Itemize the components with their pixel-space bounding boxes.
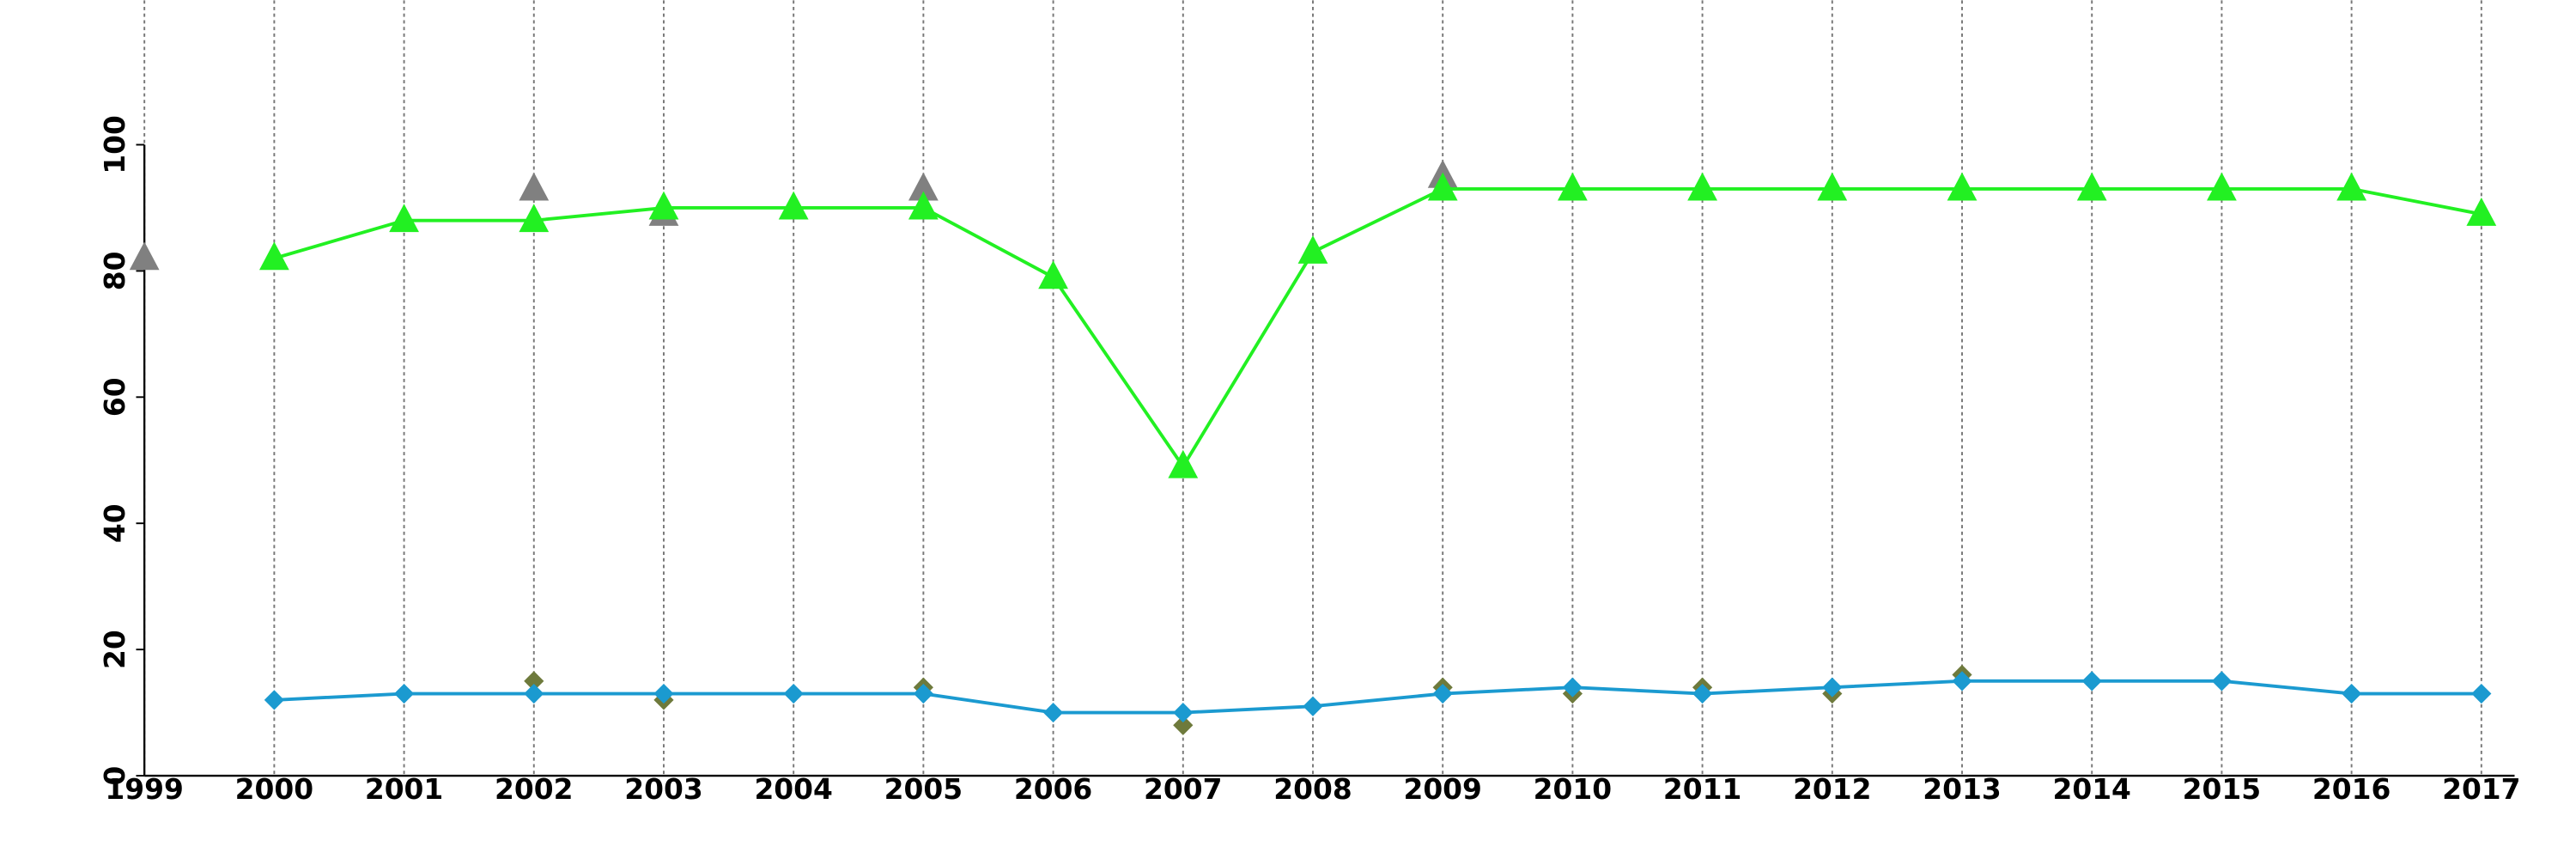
triangle-marker bbox=[2076, 172, 2107, 201]
x-tick-label: 1999 bbox=[105, 772, 183, 806]
x-tick-label: 2005 bbox=[884, 772, 963, 806]
x-tick-label: 2013 bbox=[1923, 772, 2001, 806]
triangle-marker bbox=[258, 241, 289, 271]
triangle-marker bbox=[648, 191, 679, 220]
diamond-marker bbox=[2081, 671, 2102, 691]
triangle-marker bbox=[908, 172, 939, 201]
y-tick-label: 80 bbox=[98, 252, 131, 291]
y-tick-label: 20 bbox=[98, 630, 131, 669]
x-tick-label: 2007 bbox=[1144, 772, 1222, 806]
x-tick-label: 2010 bbox=[1534, 772, 1612, 806]
triangle-marker bbox=[2336, 172, 2367, 201]
triangle-marker bbox=[1297, 235, 1328, 264]
x-tick-label: 2002 bbox=[495, 772, 573, 806]
triangle-marker bbox=[1947, 172, 1978, 201]
y-tick-label: 40 bbox=[98, 503, 131, 543]
triangle-marker bbox=[778, 191, 809, 220]
triangle-marker bbox=[1168, 449, 1199, 478]
diamond-marker bbox=[2471, 683, 2492, 704]
diamond-marker bbox=[1692, 683, 1713, 704]
diamond-marker bbox=[1952, 671, 1972, 691]
x-tick-label: 2014 bbox=[2052, 772, 2130, 806]
y-tick-label: 60 bbox=[98, 377, 131, 417]
triangle-marker bbox=[129, 241, 160, 271]
triangle-marker bbox=[519, 172, 550, 201]
triangle-marker bbox=[519, 204, 550, 233]
diamond-marker bbox=[524, 683, 544, 704]
series-line bbox=[273, 186, 2482, 470]
x-tick-label: 2016 bbox=[2312, 772, 2391, 806]
x-tick-label: 2011 bbox=[1663, 772, 1741, 806]
y-tick-label: 100 bbox=[98, 115, 131, 174]
triangle-marker bbox=[1558, 172, 1588, 201]
diamond-marker bbox=[1173, 702, 1194, 723]
series-line bbox=[274, 679, 2482, 715]
triangle-marker bbox=[1687, 172, 1717, 201]
triangle-marker bbox=[2207, 172, 2237, 201]
diamond-marker bbox=[783, 683, 804, 704]
x-tick-label: 2000 bbox=[235, 772, 313, 806]
x-tick-label: 2006 bbox=[1014, 772, 1092, 806]
diamond-marker bbox=[1042, 702, 1064, 723]
diamond-marker bbox=[2342, 683, 2362, 704]
triangle-marker bbox=[1427, 172, 1458, 201]
x-tick-label: 2008 bbox=[1273, 772, 1352, 806]
triangle-marker bbox=[1038, 260, 1068, 289]
y-tick-label: 0 bbox=[98, 766, 131, 786]
x-tick-label: 2009 bbox=[1403, 772, 1481, 806]
x-tick-label: 2004 bbox=[754, 772, 832, 806]
triangle-marker bbox=[389, 204, 419, 233]
triangle-marker bbox=[1817, 172, 1848, 201]
x-tick-label: 2012 bbox=[1793, 772, 1871, 806]
triangle-marker bbox=[908, 191, 939, 220]
x-tick-label: 2017 bbox=[2442, 772, 2520, 806]
diamond-marker bbox=[1303, 696, 1323, 716]
x-tick-label: 2001 bbox=[365, 772, 443, 806]
x-tick-label: 2015 bbox=[2183, 772, 2261, 806]
triangle-marker bbox=[2466, 197, 2497, 226]
diamond-marker bbox=[1562, 677, 1583, 698]
diamond-marker bbox=[393, 683, 415, 704]
diamond-marker bbox=[2211, 671, 2233, 691]
x-tick-label: 2003 bbox=[624, 772, 702, 806]
diamond-marker bbox=[1822, 677, 1843, 698]
diamond-marker bbox=[264, 690, 284, 710]
diamond-marker bbox=[653, 683, 674, 704]
